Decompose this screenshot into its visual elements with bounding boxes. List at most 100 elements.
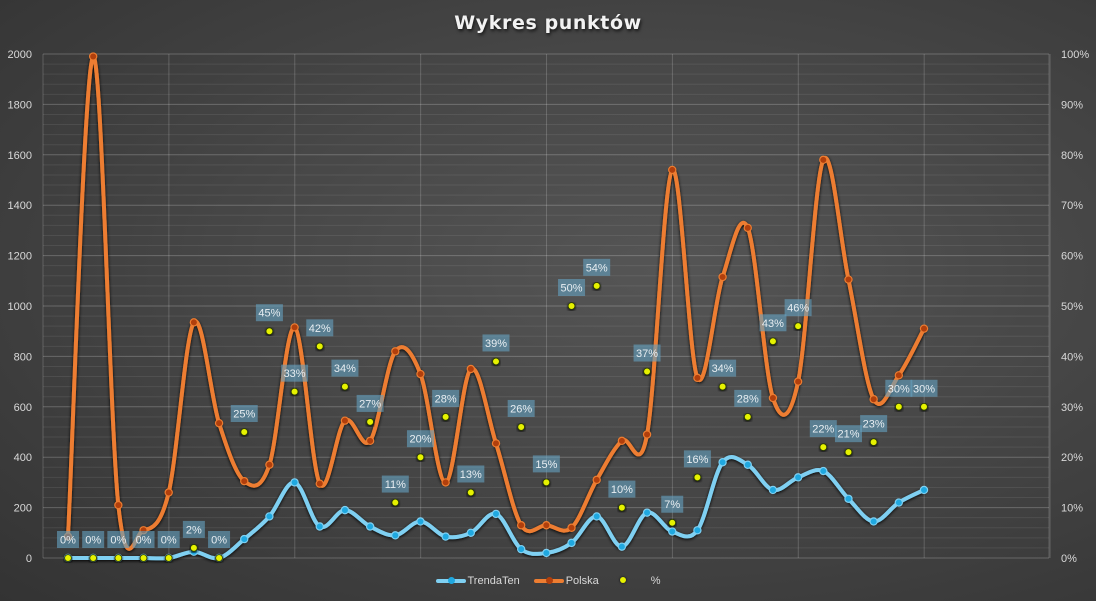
data-point[interactable]: [240, 476, 249, 486]
data-point[interactable]: [491, 509, 501, 519]
percent-point[interactable]: [618, 503, 626, 512]
percent-point[interactable]: [718, 382, 727, 391]
percent-point[interactable]: [920, 402, 928, 411]
percent-point[interactable]: [240, 428, 249, 436]
data-point[interactable]: [768, 393, 778, 403]
data-point[interactable]: [114, 500, 123, 510]
data-point[interactable]: [416, 369, 425, 379]
percent-point[interactable]: [114, 554, 123, 562]
data-point[interactable]: [542, 548, 551, 558]
data-point[interactable]: [265, 512, 274, 521]
data-point[interactable]: [819, 155, 828, 165]
data-point[interactable]: [315, 479, 324, 488]
legend-item-polska[interactable]: Polska: [533, 575, 599, 587]
data-point[interactable]: [567, 523, 576, 532]
percent-point[interactable]: [290, 387, 299, 396]
data-point[interactable]: [894, 498, 904, 507]
percent-point[interactable]: [743, 413, 752, 421]
data-point[interactable]: [516, 544, 526, 554]
data-point[interactable]: [642, 430, 652, 439]
data-point[interactable]: [340, 505, 350, 515]
percent-point[interactable]: [467, 488, 475, 497]
percent-point[interactable]: [164, 554, 173, 562]
data-point[interactable]: [668, 527, 677, 536]
percent-point[interactable]: [592, 282, 601, 290]
data-point[interactable]: [768, 485, 778, 495]
data-point[interactable]: [441, 478, 450, 487]
data-point[interactable]: [592, 475, 601, 485]
percent-point[interactable]: [366, 418, 374, 426]
percent-point[interactable]: [315, 342, 324, 351]
percent-point[interactable]: [139, 554, 148, 562]
data-point[interactable]: [743, 223, 752, 233]
percent-point[interactable]: [693, 473, 702, 482]
data-point[interactable]: [819, 466, 828, 476]
data-point[interactable]: [189, 318, 199, 327]
data-point[interactable]: [265, 460, 274, 469]
data-point[interactable]: [743, 460, 752, 469]
percent-point[interactable]: [215, 554, 223, 562]
percent-point[interactable]: [416, 453, 425, 462]
percent-point[interactable]: [517, 423, 525, 431]
percent-point[interactable]: [668, 518, 677, 527]
percent-point[interactable]: [441, 413, 450, 421]
data-point[interactable]: [391, 347, 400, 356]
data-point[interactable]: [844, 494, 853, 503]
data-point[interactable]: [919, 324, 929, 333]
data-point[interactable]: [567, 538, 576, 548]
percent-point[interactable]: [341, 382, 349, 391]
data-point[interactable]: [894, 371, 904, 380]
percent-point[interactable]: [492, 357, 500, 366]
data-point[interactable]: [416, 517, 425, 526]
data-point[interactable]: [441, 532, 450, 541]
data-point[interactable]: [491, 439, 501, 448]
data-point[interactable]: [793, 377, 803, 386]
data-point[interactable]: [315, 522, 324, 531]
percent-point[interactable]: [895, 402, 903, 411]
data-point[interactable]: [466, 364, 476, 374]
percent-point[interactable]: [190, 544, 198, 552]
data-point[interactable]: [592, 512, 601, 521]
data-point[interactable]: [542, 521, 551, 530]
data-point[interactable]: [365, 522, 375, 531]
data-point[interactable]: [668, 165, 677, 175]
data-point[interactable]: [869, 395, 878, 404]
data-point[interactable]: [919, 485, 929, 495]
percent-point[interactable]: [265, 327, 274, 336]
data-point[interactable]: [617, 436, 627, 446]
percent-point[interactable]: [542, 478, 551, 487]
svg-text:22%: 22%: [812, 424, 834, 436]
data-point[interactable]: [693, 526, 702, 535]
data-point[interactable]: [214, 418, 224, 428]
percent-point[interactable]: [391, 498, 400, 507]
data-point[interactable]: [793, 473, 803, 482]
legend-item-trendaten[interactable]: TrendaTen: [435, 575, 520, 587]
data-point[interactable]: [718, 272, 727, 282]
percent-point[interactable]: [64, 554, 72, 562]
percent-point[interactable]: [643, 367, 651, 376]
percent-point[interactable]: [869, 438, 878, 446]
data-point[interactable]: [240, 534, 249, 544]
percent-point[interactable]: [567, 302, 576, 310]
data-point[interactable]: [365, 436, 375, 446]
data-point[interactable]: [693, 373, 702, 383]
percent-point[interactable]: [844, 448, 853, 456]
data-point[interactable]: [340, 416, 350, 425]
data-point[interactable]: [844, 275, 853, 284]
data-point[interactable]: [642, 508, 652, 517]
data-point[interactable]: [718, 458, 727, 467]
data-point[interactable]: [290, 323, 299, 332]
data-point[interactable]: [516, 521, 526, 530]
percent-point[interactable]: [769, 337, 777, 346]
data-point[interactable]: [466, 528, 476, 538]
data-point[interactable]: [290, 478, 299, 487]
legend-item-percent[interactable]: %: [613, 575, 661, 587]
percent-point[interactable]: [89, 554, 97, 562]
data-point[interactable]: [869, 517, 878, 526]
data-point[interactable]: [88, 52, 98, 61]
data-point[interactable]: [164, 488, 173, 497]
percent-point[interactable]: [819, 443, 828, 451]
percent-point[interactable]: [794, 322, 802, 330]
data-point[interactable]: [391, 531, 400, 540]
data-point[interactable]: [617, 542, 627, 551]
